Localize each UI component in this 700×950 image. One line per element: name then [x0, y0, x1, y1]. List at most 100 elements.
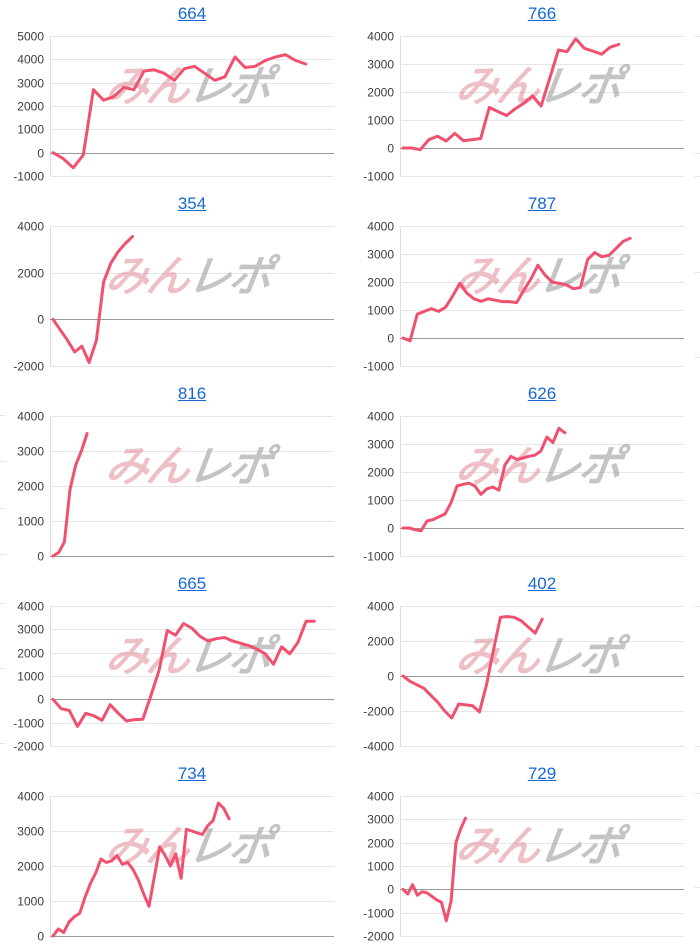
y-tick-label: 3000	[17, 623, 44, 637]
chart-title-row: 729	[400, 762, 684, 787]
y-tick-label: 0	[37, 930, 44, 944]
y-tick-label: 0	[387, 883, 394, 897]
y-tick-label: 0	[387, 522, 394, 536]
chart-card: 766 4000 3000 2000 1000 0 -1000 みんレポ	[350, 0, 700, 190]
y-tick-label: 1000	[17, 515, 44, 529]
chart-plot: 4000 3000 2000 1000 0 -1000 みんレポ	[350, 380, 700, 570]
data-series-line	[401, 615, 544, 720]
chart-line-layer	[401, 426, 567, 533]
y-tick-label: 0	[387, 670, 394, 684]
chart-title-row: 664	[50, 2, 334, 27]
chart-title-row: 354	[50, 192, 334, 217]
chart-plot: 4000 3000 2000 1000 0 -1000 -2000 みんレポ	[0, 570, 350, 760]
y-tick-label: -2000	[363, 930, 394, 944]
y-tick-label: 0	[387, 332, 394, 346]
chart-title-link[interactable]: 626	[527, 384, 557, 403]
chart-title-link[interactable]: 816	[177, 384, 207, 403]
y-tick-label: 2000	[367, 837, 394, 851]
chart-grid-layer: 4000 3000 2000 1000 0 -1000	[363, 30, 700, 184]
chart-plot: 4000 3000 2000 1000 0 みんレポ	[0, 760, 350, 950]
y-tick-label: -2000	[363, 705, 394, 719]
data-series-line	[401, 426, 567, 533]
data-series-line	[401, 816, 467, 923]
y-tick-label: -1000	[13, 170, 44, 184]
y-tick-label: 1000	[367, 114, 394, 128]
chart-plot: 4000 2000 0 -2000 -4000 みんレポ	[350, 570, 700, 760]
chart-line-layer	[51, 53, 308, 170]
chart-title-link[interactable]: 664	[177, 4, 207, 23]
chart-title-row: 766	[400, 2, 684, 27]
chart-title-link[interactable]: 766	[527, 4, 557, 23]
chart-plot: 4000 3000 2000 1000 0 -1000 みんレポ	[350, 190, 700, 380]
y-tick-label: 1000	[17, 123, 44, 137]
chart-grid-layer: 4000 3000 2000 1000 0 -1000	[363, 220, 700, 374]
chart-card: 816 4000 3000 2000 1000 0 みんレポ	[0, 380, 350, 570]
chart-line-layer	[401, 816, 467, 923]
chart-plot: 4000 3000 2000 1000 0 -1000 -2000 みんレポ	[350, 760, 700, 950]
chart-card: 729 4000 3000 2000 1000 0 -1000 -2000 みんレポ	[350, 760, 700, 950]
chart-line-layer	[401, 37, 621, 152]
y-tick-label: -2000	[13, 740, 44, 754]
chart-grid-layer: 4000 3000 2000 1000 0 -1000 -2000	[0, 600, 334, 754]
y-tick-label: 2000	[17, 100, 44, 114]
chart-title-link[interactable]: 787	[527, 194, 557, 213]
chart-grid-layer: 4000 3000 2000 1000 0	[0, 410, 334, 564]
y-tick-label: 3000	[367, 438, 394, 452]
y-tick-label: -1000	[13, 717, 44, 731]
chart-line-layer	[51, 432, 89, 558]
y-tick-label: 2000	[367, 276, 394, 290]
data-series-line	[51, 801, 231, 938]
y-tick-label: 2000	[17, 480, 44, 494]
chart-title-row: 816	[50, 382, 334, 407]
y-tick-label: 3000	[17, 445, 44, 459]
chart-card: 664 5000 4000 3000 2000 1000 0 -1000 みんレポ	[0, 0, 350, 190]
y-tick-label: 4000	[17, 53, 44, 67]
chart-title-row: 734	[50, 762, 334, 787]
chart-title-link[interactable]: 734	[177, 764, 207, 783]
data-series-line	[51, 53, 308, 170]
y-tick-label: 2000	[17, 647, 44, 661]
chart-plot: 4000 3000 2000 1000 0 みんレポ	[0, 380, 350, 570]
y-tick-label: 0	[37, 693, 44, 707]
y-tick-label: 0	[37, 550, 44, 564]
chart-card: 787 4000 3000 2000 1000 0 -1000 みんレポ	[350, 190, 700, 380]
chart-title-link[interactable]: 354	[177, 194, 207, 213]
chart-grid-layer: 4000 2000 0 -2000 -4000	[363, 600, 700, 754]
data-series-line	[401, 37, 621, 152]
chart-card: 354 4000 2000 0 -2000 みんレポ	[0, 190, 350, 380]
y-tick-label: -1000	[363, 907, 394, 921]
y-tick-label: -1000	[363, 360, 394, 374]
chart-grid-layer: 4000 3000 2000 1000 0 -1000 -2000	[363, 790, 700, 944]
y-tick-label: 5000	[17, 30, 44, 44]
chart-title-link[interactable]: 402	[527, 574, 557, 593]
chart-line-layer	[51, 801, 231, 938]
chart-title-row: 402	[400, 572, 684, 597]
chart-card: 665 4000 3000 2000 1000 0 -1000 -2000 みんレポ	[0, 570, 350, 760]
chart-line-layer	[401, 236, 632, 343]
y-tick-label: 4000	[17, 220, 44, 234]
y-tick-label: 4000	[17, 790, 44, 804]
y-tick-label: 1000	[367, 860, 394, 874]
chart-card: 626 4000 3000 2000 1000 0 -1000 みんレポ	[350, 380, 700, 570]
y-tick-label: 4000	[367, 220, 394, 234]
chart-title-link[interactable]: 729	[527, 764, 557, 783]
y-tick-label: 3000	[17, 825, 44, 839]
y-tick-label: 4000	[17, 600, 44, 614]
y-tick-label: 2000	[17, 860, 44, 874]
chart-line-layer	[401, 615, 544, 720]
chart-plot: 4000 2000 0 -2000 みんレポ	[0, 190, 350, 380]
y-tick-label: 3000	[367, 248, 394, 262]
chart-title-link[interactable]: 665	[177, 574, 207, 593]
y-tick-label: -1000	[363, 550, 394, 564]
chart-plot: 4000 3000 2000 1000 0 -1000 みんレポ	[350, 0, 700, 190]
y-tick-label: -1000	[363, 170, 394, 184]
chart-plot: 5000 4000 3000 2000 1000 0 -1000 みんレポ	[0, 0, 350, 190]
chart-card: 402 4000 2000 0 -2000 -4000 みんレポ	[350, 570, 700, 760]
y-tick-label: 1000	[367, 304, 394, 318]
chart-grid-layer: 5000 4000 3000 2000 1000 0 -1000	[13, 30, 334, 184]
chart-card: 734 4000 3000 2000 1000 0 みんレポ	[0, 760, 350, 950]
data-series-line	[51, 432, 89, 558]
y-tick-label: 0	[37, 147, 44, 161]
y-tick-label: 2000	[367, 635, 394, 649]
